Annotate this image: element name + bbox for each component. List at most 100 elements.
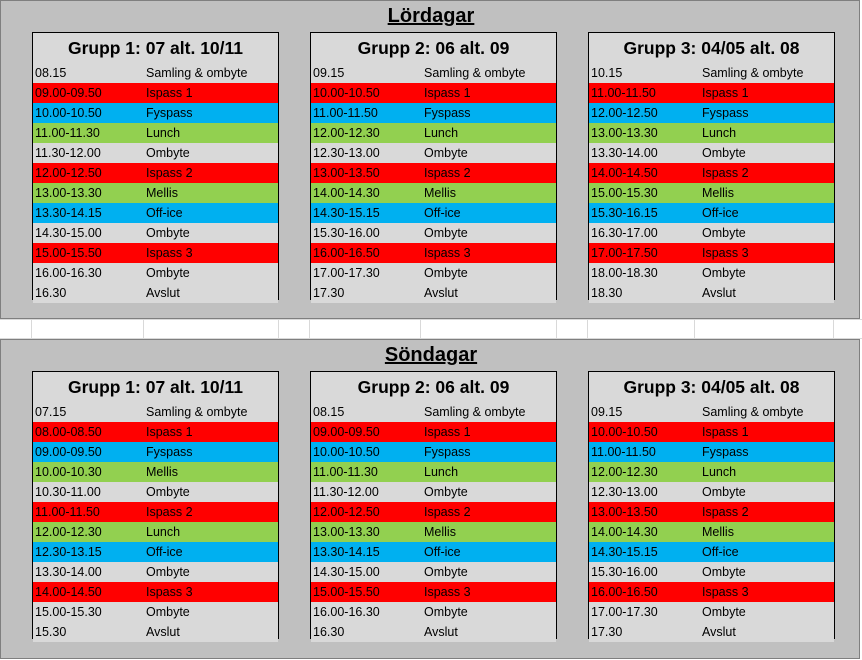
schedule-row[interactable]: 10.30-11.00 Ombyte bbox=[33, 482, 278, 502]
row-time: 15.00-15.50 bbox=[313, 585, 380, 599]
schedule-row[interactable]: 09.15 Samling & ombyte bbox=[311, 63, 556, 83]
schedule-row[interactable]: 08.15 Samling & ombyte bbox=[311, 402, 556, 422]
schedule-row[interactable]: 09.15 Samling & ombyte bbox=[589, 402, 834, 422]
schedule-row[interactable]: 15.30 Avslut bbox=[33, 622, 278, 642]
spreadsheet-gap-row[interactable] bbox=[0, 319, 862, 339]
row-activity: Lunch bbox=[424, 126, 459, 140]
schedule-row[interactable]: 17.30 Avslut bbox=[589, 622, 834, 642]
schedule-row[interactable]: 09.00-09.50 Ispass 1 bbox=[311, 422, 556, 442]
schedule-row[interactable]: 15.30-16.00 Ombyte bbox=[589, 562, 834, 582]
row-activity: Ispass 3 bbox=[146, 585, 193, 599]
schedule-row[interactable]: 11.00-11.50 Fyspass bbox=[589, 442, 834, 462]
schedule-row[interactable]: 13.30-14.15 Off-ice bbox=[311, 542, 556, 562]
schedule-row[interactable]: 14.30-15.00 Ombyte bbox=[33, 223, 278, 243]
row-time: 12.30-13.00 bbox=[313, 146, 380, 160]
schedule-row[interactable]: 16.00-16.30 Ombyte bbox=[311, 602, 556, 622]
schedule-row[interactable]: 16.00-16.30 Ombyte bbox=[33, 263, 278, 283]
schedule-row[interactable]: 13.00-13.30 Mellis bbox=[311, 522, 556, 542]
schedule-row[interactable]: 14.00-14.30 Mellis bbox=[311, 183, 556, 203]
schedule-row[interactable]: 13.00-13.30 Lunch bbox=[589, 123, 834, 143]
schedule-row[interactable]: 08.00-08.50 Ispass 1 bbox=[33, 422, 278, 442]
schedule-row[interactable]: 12.30-13.00 Ombyte bbox=[589, 482, 834, 502]
row-activity: Ombyte bbox=[702, 565, 746, 579]
row-time: 11.00-11.30 bbox=[313, 465, 378, 479]
schedule-row[interactable]: 18.00-18.30 Ombyte bbox=[589, 263, 834, 283]
schedule-row[interactable]: 17.00-17.50 Ispass 3 bbox=[589, 243, 834, 263]
schedule-row[interactable]: 16.30-17.00 Ombyte bbox=[589, 223, 834, 243]
schedule-row[interactable]: 09.00-09.50 Fyspass bbox=[33, 442, 278, 462]
schedule-row[interactable]: 18.30 Avslut bbox=[589, 283, 834, 303]
schedule-row[interactable]: 10.00-10.50 Ispass 1 bbox=[589, 422, 834, 442]
schedule-row[interactable]: 14.30-15.15 Off-ice bbox=[589, 542, 834, 562]
schedule-row[interactable]: 12.30-13.15 Off-ice bbox=[33, 542, 278, 562]
schedule-row[interactable]: 15.30-16.00 Ombyte bbox=[311, 223, 556, 243]
row-time: 10.00-10.50 bbox=[591, 425, 658, 439]
schedule-row[interactable]: 16.30 Avslut bbox=[311, 622, 556, 642]
schedule-row[interactable]: 16.30 Avslut bbox=[33, 283, 278, 303]
row-activity: Mellis bbox=[702, 525, 734, 539]
schedule-row[interactable]: 14.30-15.15 Off-ice bbox=[311, 203, 556, 223]
row-activity: Ispass 1 bbox=[424, 86, 471, 100]
schedule-row[interactable]: 12.00-12.50 Fyspass bbox=[589, 103, 834, 123]
schedule-row[interactable]: 07.15 Samling & ombyte bbox=[33, 402, 278, 422]
schedule-row[interactable]: 10.00-10.50 Fyspass bbox=[33, 103, 278, 123]
schedule-row[interactable]: 11.30-12.00 Ombyte bbox=[33, 143, 278, 163]
schedule-row[interactable]: 10.00-10.50 Ispass 1 bbox=[311, 83, 556, 103]
schedule-row[interactable]: 11.00-11.50 Ispass 2 bbox=[33, 502, 278, 522]
schedule-row[interactable]: 15.30-16.15 Off-ice bbox=[589, 203, 834, 223]
schedule-row[interactable]: 12.00-12.50 Ispass 2 bbox=[311, 502, 556, 522]
group-1-table[interactable]: Grupp 1: 07 alt. 10/11 08.15 Samling & omb… bbox=[32, 32, 279, 303]
schedule-row[interactable]: 11.30-12.00 Ombyte bbox=[311, 482, 556, 502]
row-time: 17.00-17.30 bbox=[591, 605, 658, 619]
schedule-row[interactable]: 13.30-14.00 Ombyte bbox=[33, 562, 278, 582]
schedule-row[interactable]: 15.00-15.30 Ombyte bbox=[33, 602, 278, 622]
schedule-row[interactable]: 11.00-11.30 Lunch bbox=[33, 123, 278, 143]
schedule-row[interactable]: 13.00-13.30 Mellis bbox=[33, 183, 278, 203]
schedule-row[interactable]: 13.30-14.15 Off-ice bbox=[33, 203, 278, 223]
schedule-row[interactable]: 10.00-10.50 Fyspass bbox=[311, 442, 556, 462]
schedule-row[interactable]: 12.00-12.30 Lunch bbox=[311, 123, 556, 143]
schedule-row[interactable]: 14.00-14.50 Ispass 2 bbox=[589, 163, 834, 183]
schedule-row[interactable]: 12.30-13.00 Ombyte bbox=[311, 143, 556, 163]
schedule-row[interactable]: 11.00-11.50 Fyspass bbox=[311, 103, 556, 123]
row-activity: Lunch bbox=[702, 126, 737, 140]
group-3-table[interactable]: Grupp 3: 04/05 alt. 08 10.15 Samling & omb… bbox=[588, 32, 835, 303]
group-1-table[interactable]: Grupp 1: 07 alt. 10/11 07.15 Samling & omb… bbox=[32, 371, 279, 642]
schedule-row[interactable]: 14.00-14.50 Ispass 3 bbox=[33, 582, 278, 602]
cell-gridline bbox=[694, 319, 695, 339]
schedule-row[interactable]: 11.00-11.30 Lunch bbox=[311, 462, 556, 482]
row-time: 13.30-14.15 bbox=[313, 545, 380, 559]
schedule-row[interactable]: 14.30-15.00 Ombyte bbox=[311, 562, 556, 582]
schedule-row[interactable]: 08.15 Samling & ombyte bbox=[33, 63, 278, 83]
schedule-row[interactable]: 17.00-17.30 Ombyte bbox=[311, 263, 556, 283]
row-time: 10.00-10.50 bbox=[313, 86, 380, 100]
schedule-row[interactable]: 11.00-11.50 Ispass 1 bbox=[589, 83, 834, 103]
schedule-row[interactable]: 15.00-15.30 Mellis bbox=[589, 183, 834, 203]
schedule-row[interactable]: 16.00-16.50 Ispass 3 bbox=[311, 243, 556, 263]
row-time: 14.00-14.50 bbox=[35, 585, 102, 599]
schedule-row[interactable]: 17.00-17.30 Ombyte bbox=[589, 602, 834, 622]
row-activity: Off-ice bbox=[424, 545, 461, 559]
schedule-row[interactable]: 15.00-15.50 Ispass 3 bbox=[311, 582, 556, 602]
group-2-table[interactable]: Grupp 2: 06 alt. 09 08.15 Samling & ombyte… bbox=[310, 371, 557, 642]
schedule-row[interactable]: 10.15 Samling & ombyte bbox=[589, 63, 834, 83]
schedule-row[interactable]: 13.30-14.00 Ombyte bbox=[589, 143, 834, 163]
schedule-row[interactable]: 13.00-13.50 Ispass 2 bbox=[589, 502, 834, 522]
schedule-row[interactable]: 16.00-16.50 Ispass 3 bbox=[589, 582, 834, 602]
schedule-row[interactable]: 15.00-15.50 Ispass 3 bbox=[33, 243, 278, 263]
schedule-row[interactable]: 13.00-13.50 Ispass 2 bbox=[311, 163, 556, 183]
row-time: 13.00-13.30 bbox=[313, 525, 380, 539]
schedule-row[interactable]: 12.00-12.50 Ispass 2 bbox=[33, 163, 278, 183]
schedule-row[interactable]: 12.00-12.30 Lunch bbox=[33, 522, 278, 542]
schedule-row[interactable]: 14.00-14.30 Mellis bbox=[589, 522, 834, 542]
row-activity: Samling & ombyte bbox=[424, 66, 526, 80]
schedule-row[interactable]: 10.00-10.30 Mellis bbox=[33, 462, 278, 482]
cell-gridline bbox=[278, 319, 279, 339]
schedule-row[interactable]: 09.00-09.50 Ispass 1 bbox=[33, 83, 278, 103]
schedule-row[interactable]: 17.30 Avslut bbox=[311, 283, 556, 303]
row-time: 12.00-12.50 bbox=[591, 106, 658, 120]
group-2-table[interactable]: Grupp 2: 06 alt. 09 09.15 Samling & ombyte… bbox=[310, 32, 557, 303]
schedule-row[interactable]: 12.00-12.30 Lunch bbox=[589, 462, 834, 482]
cell-gridline bbox=[587, 319, 588, 339]
group-3-table[interactable]: Grupp 3: 04/05 alt. 08 09.15 Samling & omb… bbox=[588, 371, 835, 642]
